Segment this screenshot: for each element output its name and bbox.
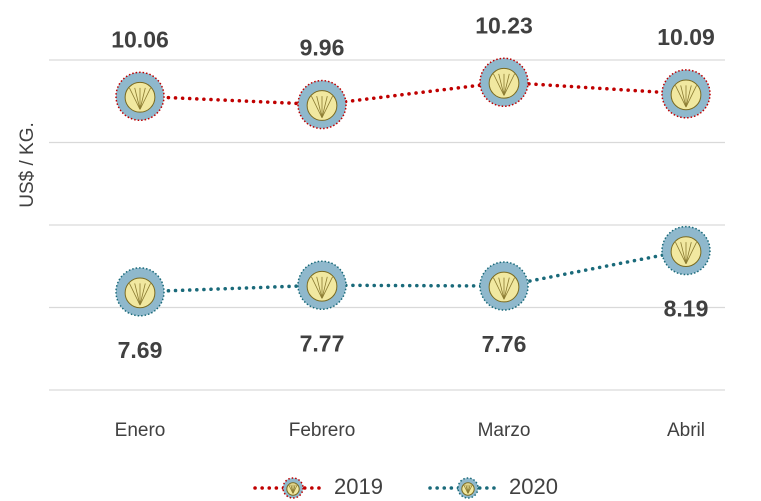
shell-rib [316,276,323,299]
shell-rib [498,73,505,96]
shell-rib [493,73,505,96]
shell-rib [139,283,151,306]
x-tick-label: Febrero [289,420,356,441]
data-label: 10.06 [111,26,169,52]
shell-rib [680,242,687,264]
series-line [138,80,688,107]
shell-rib [503,277,510,300]
shell-rib [134,87,141,110]
x-tick-label: Enero [115,420,166,441]
shell-rib [311,95,323,118]
data-label: 7.76 [482,331,527,357]
shell-rib [292,484,298,494]
marker [115,71,165,122]
marker [115,267,165,317]
series-line [138,248,688,294]
marker [661,225,711,276]
shell-rib [685,241,697,264]
shell-rib [139,283,146,306]
x-tick-label: Marzo [478,420,531,441]
marker [297,79,347,130]
marker [479,57,529,108]
shell-rib [675,241,687,264]
shell-rib [503,73,515,96]
data-label: 10.23 [475,12,533,38]
shell-rib [134,283,141,306]
shell-rib [503,277,515,300]
shell-rib [321,276,333,299]
legend-label: 2020 [509,474,558,499]
shell-rib [139,87,151,110]
marker [479,261,529,311]
y-axis-label: US$ / KG. [17,122,38,208]
shell-rib [321,276,328,299]
shell-rib [316,96,323,118]
data-label: 9.96 [300,35,345,61]
marker [457,477,479,499]
shell-rib [685,85,692,108]
data-label: 10.09 [657,24,715,50]
shell-rib [139,87,146,110]
shell-rib [311,276,323,299]
data-label: 8.19 [664,296,709,322]
x-tick-label: Abril [667,420,705,441]
shell-rib [685,242,692,264]
shell-rib [467,484,473,494]
marker [661,69,711,119]
shell-rib [129,87,141,110]
shell-rib [685,85,697,108]
shell-rib [321,95,333,118]
marker [297,260,347,310]
shell-rib [503,73,510,96]
data-label: 7.69 [118,337,163,363]
shell-rib [680,85,687,108]
marker [282,477,304,499]
data-label: 7.77 [300,330,345,356]
legend-label: 2019 [334,474,383,499]
shell-rib [493,277,505,300]
shell-rib [675,85,687,108]
shell-rib [498,277,505,300]
shell-rib [129,283,141,306]
shell-rib [321,96,328,118]
